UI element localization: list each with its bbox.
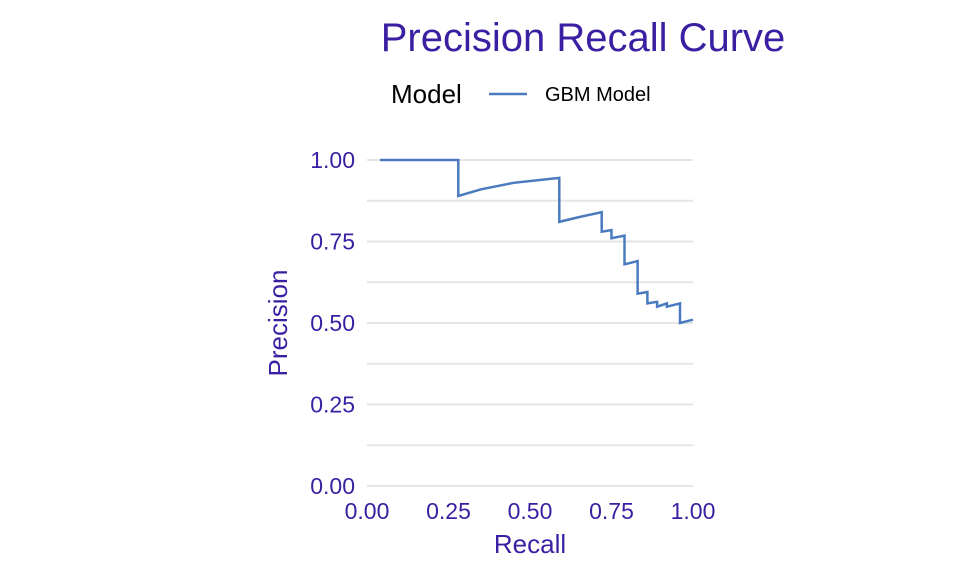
legend-title: Model bbox=[391, 79, 462, 109]
y-tick-label: 0.50 bbox=[310, 310, 355, 336]
y-tick-labels: 0.00 0.25 0.50 0.75 1.00 bbox=[310, 147, 355, 499]
y-axis-label: Precision bbox=[263, 270, 293, 377]
x-axis-label: Recall bbox=[494, 529, 566, 559]
chart-title: Precision Recall Curve bbox=[381, 16, 786, 60]
gridlines bbox=[367, 159, 693, 487]
y-tick-label: 0.25 bbox=[310, 392, 355, 418]
x-tick-labels: 0.00 0.25 0.50 0.75 1.00 bbox=[345, 498, 716, 524]
x-tick-label: 0.25 bbox=[426, 498, 471, 524]
series-layer bbox=[380, 158, 694, 325]
y-tick-label: 1.00 bbox=[310, 147, 355, 173]
legend-label-gbm-model: GBM Model bbox=[545, 84, 651, 106]
legend: Model GBM Model bbox=[391, 79, 651, 109]
x-tick-label: 1.00 bbox=[671, 498, 716, 524]
y-tick-label: 0.00 bbox=[310, 473, 355, 499]
x-tick-label: 0.75 bbox=[589, 498, 634, 524]
series-line-gbm-model bbox=[380, 158, 694, 325]
x-tick-label: 0.00 bbox=[345, 498, 390, 524]
x-tick-label: 0.50 bbox=[508, 498, 553, 524]
y-tick-label: 0.75 bbox=[310, 229, 355, 255]
